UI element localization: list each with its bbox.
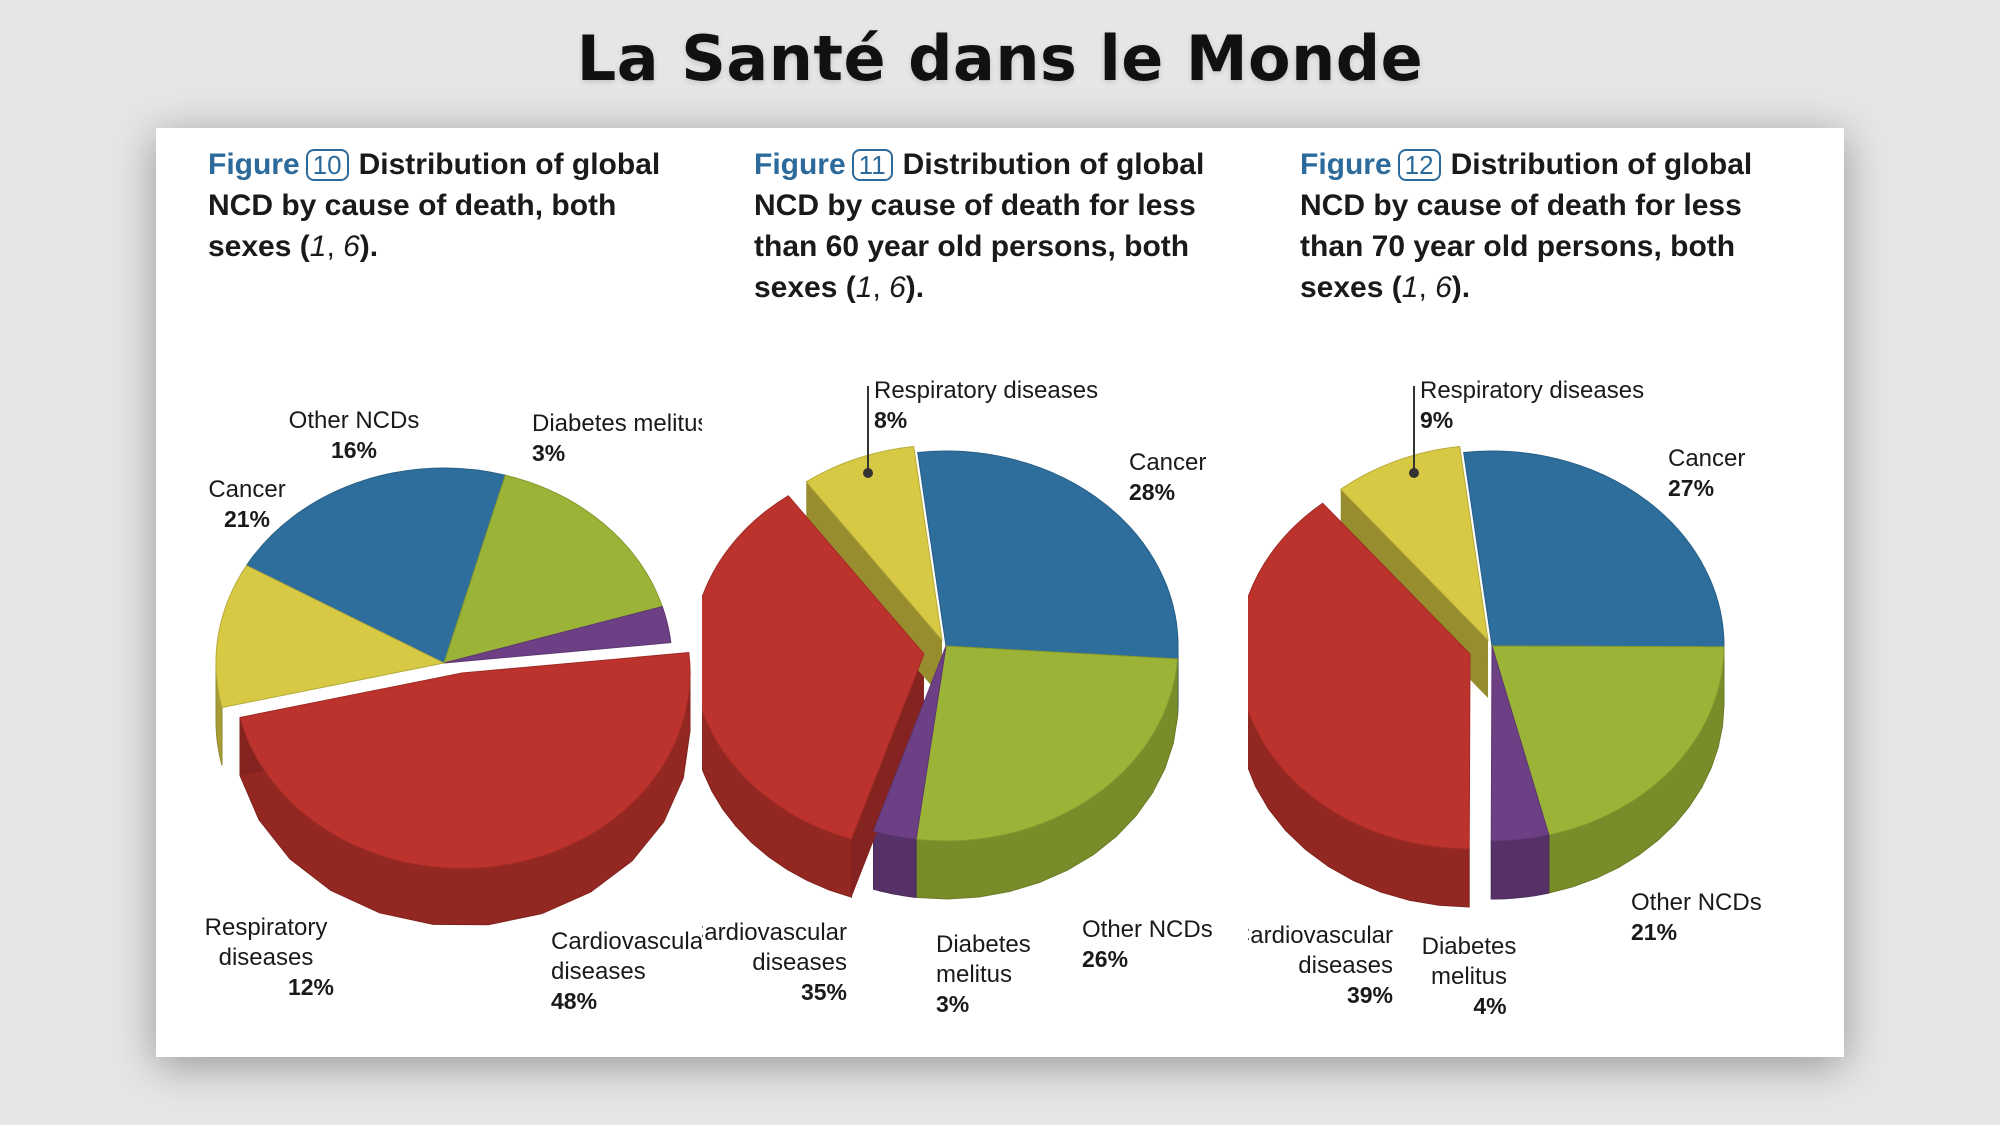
slice-value-other: 21% [1631, 919, 1677, 945]
caption-text: Distribution of global NCD by cause of d… [208, 148, 661, 263]
figure-label: Figure [208, 148, 300, 181]
leader-dot [863, 468, 873, 478]
figure-label: Figure [754, 148, 846, 181]
slice-value-cancer: 21% [224, 506, 270, 532]
slice-label-respiratory: Respiratory diseases [874, 377, 1098, 404]
slice-label-other: Other NCDs [1631, 889, 1762, 916]
pie-slice-cardio [239, 652, 691, 869]
slice-label-cardio: Cardiovascular [702, 919, 847, 946]
pie-slice-cancer [1463, 450, 1725, 648]
slice-label-diabetes: Diabetes [1422, 933, 1517, 960]
figure-10: Figure 10 Distribution of global NCD by ca… [156, 128, 702, 1057]
slice-value-diabetes: 4% [1473, 993, 1506, 1019]
slice-label-cancer: Cancer [1129, 449, 1206, 476]
pie-cut-cardio [851, 654, 924, 898]
slice-label-respiratory: Respiratory [205, 914, 328, 941]
pie-slice-other [443, 474, 663, 664]
slice-label-diabetes: Diabetes [936, 931, 1031, 958]
slice-label-respiratory: diseases [219, 944, 314, 971]
caption-end: ). [1451, 271, 1471, 304]
leader-dot [1409, 468, 1419, 478]
slice-value-other: 26% [1082, 946, 1128, 972]
figure-12: Figure 12 Distribution of global NCD by ca… [1248, 128, 1794, 1057]
slice-label-cardio: Cardiovascular [1248, 922, 1393, 949]
slice-label-cardio: diseases [752, 949, 847, 976]
slice-value-cancer: 28% [1129, 479, 1175, 505]
figure-label: Figure [1300, 148, 1392, 181]
slice-value-diabetes: 3% [532, 440, 565, 466]
pie-chart-12: Cancer 27% Other NCDs 21% Diabetes melitus 4% C… [1248, 377, 1762, 1019]
slice-value-cardio: 35% [801, 979, 847, 1005]
slice-value-other: 16% [331, 437, 377, 463]
pie-wall-diabetes [1490, 834, 1550, 900]
caption-ref: 1 [1401, 271, 1419, 304]
pie-slice-cardio [702, 495, 925, 840]
pie-slice-diabetes [872, 645, 947, 840]
caption-end: ). [905, 271, 925, 304]
caption-text: Distribution of global NCD by cause of d… [1300, 148, 1753, 304]
pie-chart-10: Cancer 21% Other NCDs 16% Diabetes melitus 3%… [205, 407, 702, 1014]
pie-slice-other [1491, 645, 1725, 836]
slice-label-diabetes: Diabetes melitus [532, 410, 702, 437]
caption-ref: 1 [855, 271, 873, 304]
caption-text: Distribution of global NCD by cause of d… [754, 148, 1205, 304]
slice-value-cancer: 27% [1668, 475, 1714, 501]
figure-caption: Figure 12 Distribution of global NCD by ca… [1300, 148, 1753, 304]
caption-ref: 6 [889, 271, 906, 304]
figure-panel: Figure 10 Distribution of global NCD by ca… [156, 128, 1844, 1057]
slice-value-cardio: 48% [551, 988, 597, 1014]
figure-11: Figure 11 Distribution of global NCD by ca… [702, 128, 1248, 1057]
slice-label-cancer: Cancer [208, 476, 285, 503]
slice-value-respiratory: 8% [874, 407, 907, 433]
caption-ref: 1 [309, 230, 327, 263]
pie-slice-other [915, 645, 1179, 842]
pie-slice-respiratory [1339, 445, 1489, 642]
pie-slice-cardio [1248, 502, 1471, 850]
slice-label-other: Other NCDs [1082, 916, 1213, 943]
slice-label-cardio: Cardiovascular [551, 928, 702, 955]
slice-label-cardio: diseases [1298, 952, 1393, 979]
slice-label-diabetes: melitus [936, 961, 1012, 988]
pie-slice-respiratory [215, 564, 446, 709]
caption-ref: 6 [1435, 271, 1452, 304]
pie-slice-diabetes [443, 606, 672, 664]
caption-end: ). [359, 230, 379, 263]
slice-value-diabetes: 3% [936, 991, 969, 1017]
pie-slice-respiratory [805, 445, 943, 642]
page-title: La Santé dans le Monde [576, 22, 1424, 95]
slice-label-respiratory: Respiratory diseases [1420, 377, 1644, 404]
slice-value-cardio: 39% [1347, 982, 1393, 1008]
pie-slice-cancer [917, 450, 1179, 660]
pie-chart-11: Cancer 28% Other NCDs 26% Diabetes melitus 3% C… [702, 377, 1213, 1017]
slice-value-respiratory: 9% [1420, 407, 1453, 433]
figure-number: 12 [1397, 149, 1441, 181]
slice-value-respiratory: 12% [288, 974, 334, 1000]
figure-number: 10 [305, 149, 349, 181]
pie-slice-cancer [245, 467, 506, 664]
slice-label-cardio: diseases [551, 958, 646, 985]
figure-caption: Figure 10 Distribution of global NCD by ca… [208, 148, 661, 263]
figure-number: 11 [851, 149, 893, 181]
caption-ref: 6 [343, 230, 360, 263]
pie-slice-diabetes [1490, 645, 1550, 842]
slice-label-cancer: Cancer [1668, 445, 1745, 472]
slice-label-other: Other NCDs [289, 407, 420, 434]
pie-wall-diabetes [873, 830, 917, 898]
slice-label-diabetes: melitus [1431, 963, 1507, 990]
figure-caption: Figure 11 Distribution of global NCD by ca… [754, 148, 1205, 304]
